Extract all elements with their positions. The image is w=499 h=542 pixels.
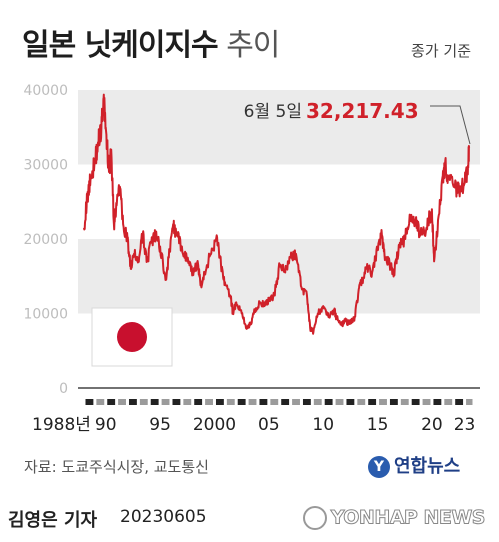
year-segment bbox=[357, 399, 366, 405]
year-segment bbox=[400, 399, 409, 405]
japan-flag-icon bbox=[91, 307, 173, 367]
year-segment bbox=[96, 399, 105, 405]
publish-date: 20230605 bbox=[120, 507, 207, 527]
year-segment bbox=[270, 399, 279, 405]
year-segment bbox=[466, 399, 473, 405]
year-segment bbox=[292, 399, 300, 405]
source-note: 자료: 도쿄주식시장, 교도통신 bbox=[24, 458, 209, 476]
year-segment bbox=[379, 399, 387, 405]
year-segment bbox=[422, 399, 431, 405]
globe-icon: Y bbox=[368, 456, 390, 478]
year-segment bbox=[335, 399, 344, 405]
year-segment bbox=[118, 399, 126, 405]
y-band bbox=[78, 90, 480, 165]
y-tick-label: 30000 bbox=[23, 158, 68, 174]
annotation-date: 6월 5일 bbox=[244, 102, 302, 122]
year-segment bbox=[205, 399, 213, 405]
x-tick-label: 1988년 bbox=[32, 415, 91, 435]
x-tick-label: 05 bbox=[258, 415, 280, 435]
agency-watermark: YONHAP NEWS bbox=[302, 506, 486, 530]
year-segment bbox=[150, 399, 159, 405]
x-tick-label: 10 bbox=[312, 415, 334, 435]
x-tick-label: 23 bbox=[454, 415, 476, 435]
year-segment bbox=[107, 399, 116, 405]
year-segment bbox=[346, 399, 355, 405]
year-segment bbox=[324, 399, 333, 405]
year-segment bbox=[368, 399, 377, 405]
year-segment bbox=[259, 399, 268, 405]
yonhap-logo: Y 연합뉴스 bbox=[368, 452, 460, 478]
year-segment bbox=[313, 399, 322, 405]
x-tick-label: 95 bbox=[149, 415, 171, 435]
agency-text: YONHAP NEWS bbox=[330, 506, 486, 529]
y-tick-label: 0 bbox=[59, 381, 68, 397]
footer: 김영은 기자 20230605 YONHAP NEWS bbox=[0, 493, 499, 542]
chart-bands bbox=[78, 90, 480, 314]
year-segment bbox=[433, 399, 442, 405]
year-segment bbox=[444, 399, 453, 405]
year-segment bbox=[237, 399, 246, 405]
year-segment bbox=[161, 399, 170, 405]
year-segment bbox=[389, 399, 398, 405]
x-tick-label: 20 bbox=[421, 415, 443, 435]
year-segment bbox=[411, 399, 420, 405]
year-segment bbox=[194, 399, 203, 405]
year-segment bbox=[183, 399, 192, 405]
x-tick-label: 2000 bbox=[193, 415, 236, 435]
reporter-name: 김영은 기자 bbox=[8, 510, 98, 531]
year-segment bbox=[172, 399, 181, 405]
year-segment bbox=[139, 399, 148, 405]
year-segment bbox=[455, 399, 464, 405]
x-axis-track bbox=[85, 399, 473, 405]
year-segment bbox=[302, 399, 311, 405]
year-segment bbox=[215, 399, 224, 405]
y-axis: 0 10000 20000 30000 40000 bbox=[23, 83, 68, 397]
year-segment bbox=[226, 399, 235, 405]
yonhap-ring-icon bbox=[302, 506, 327, 530]
title-main: 일본 닛케이지수 bbox=[22, 28, 219, 63]
year-segment bbox=[248, 399, 257, 405]
x-axis: 1988년 90 95 2000 05 10 15 20 23 bbox=[32, 415, 475, 435]
title-sub: 추이 bbox=[226, 28, 280, 63]
y-tick-label: 10000 bbox=[23, 307, 68, 323]
annotation-value: 32,217.43 bbox=[306, 99, 419, 123]
year-segment bbox=[128, 399, 137, 405]
y-tick-label: 20000 bbox=[23, 232, 68, 248]
annotation-leader bbox=[430, 105, 471, 145]
year-segment bbox=[281, 399, 290, 405]
unit-label: 종가 기준 bbox=[411, 42, 471, 60]
x-tick-label: 90 bbox=[95, 415, 117, 435]
series-line bbox=[83, 93, 471, 335]
y-tick-label: 40000 bbox=[23, 83, 68, 99]
year-segment bbox=[85, 399, 94, 405]
page-title: 일본 닛케이지수 추이 bbox=[22, 20, 280, 64]
logo-text: 연합뉴스 bbox=[394, 456, 461, 477]
x-tick-label: 15 bbox=[367, 415, 389, 435]
